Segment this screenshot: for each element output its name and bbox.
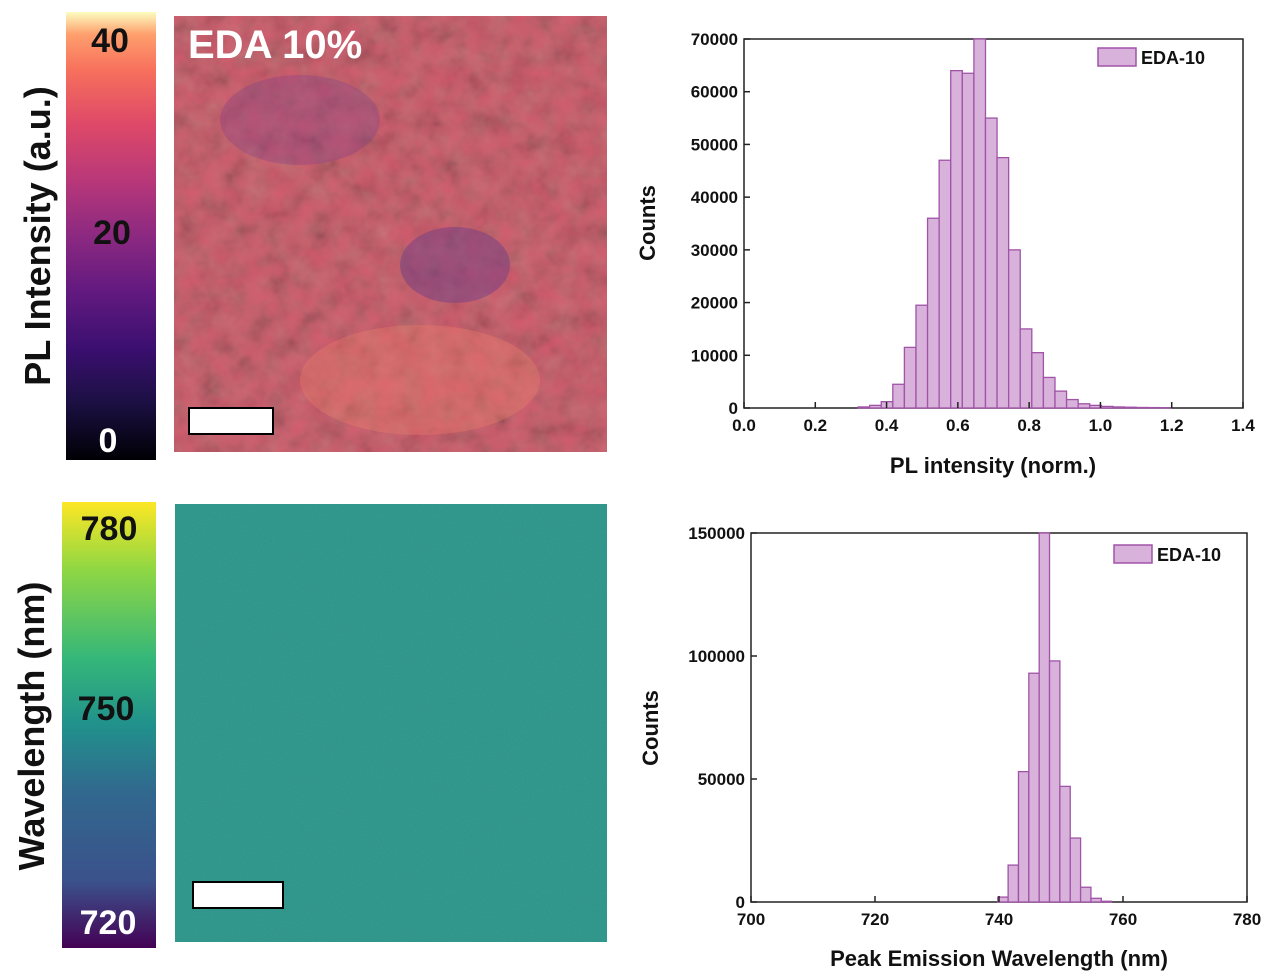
pl-histogram-xtick-label: 0.4: [875, 416, 899, 435]
wl-colorbar-gradient: [62, 502, 156, 948]
pl-histogram-ytick-label: 50000: [691, 135, 738, 154]
pl-histogram-ytick-label: 70000: [691, 30, 738, 49]
wl-map: [175, 504, 607, 942]
wl-histogram-frame: [750, 532, 1248, 903]
pl-histogram-bar: [1100, 405, 1114, 409]
wl-histogram-ytick-label: 0: [736, 893, 745, 912]
pl-histogram-bar: [926, 217, 940, 409]
pl-histogram-xtick-label: 1.0: [1089, 416, 1113, 435]
wl-histogram-ylabel: Counts: [638, 690, 663, 766]
pl-histogram-ytick-label: 30000: [691, 241, 738, 260]
wl-histogram-axes: 700 720 740 760 780 0 50000 100000 150000: [688, 524, 1261, 929]
pl-map-scale-bar: [188, 407, 274, 435]
pl-histogram-xtick-label: 1.4: [1231, 416, 1255, 435]
pl-map-texture: [174, 16, 607, 452]
wl-histogram-bar: [1100, 900, 1113, 903]
wl-histogram-bar: [1017, 770, 1030, 903]
pl-histogram-bar: [857, 406, 871, 409]
pl-map-title: EDA 10%: [188, 23, 362, 67]
pl-histogram-xtick-label: 1.2: [1160, 416, 1184, 435]
wl-histogram-xtick-label: 720: [861, 910, 889, 929]
wl-histogram-bar: [1059, 785, 1071, 903]
wl-histogram-bar: [1090, 897, 1102, 903]
wl-colorbar-tick-mid: 750: [78, 690, 135, 728]
pl-histogram-ylabel: Counts: [635, 185, 660, 261]
pl-histogram-legend-label: EDA-10: [1141, 48, 1205, 68]
wl-colorbar-label: Wavelength (nm): [11, 582, 52, 871]
pl-map-bright-region: [300, 325, 540, 435]
pl-map-dark-region: [400, 227, 510, 303]
pl-colorbar-tick-mid: 20: [93, 214, 131, 252]
pl-histogram-xtick-label: 0.6: [946, 416, 970, 435]
wl-histogram-xtick-label: 780: [1233, 910, 1261, 929]
pl-histogram-ytick-label: 60000: [691, 83, 738, 102]
wl-colorbar-tick-bottom: 720: [80, 904, 137, 942]
pl-histogram-bar: [1135, 406, 1149, 409]
pl-histogram-bar: [1123, 406, 1137, 409]
wl-map-scale-bar: [192, 881, 284, 909]
wl-map-texture: [175, 504, 607, 942]
wl-histogram-bar: [1007, 864, 1020, 903]
wl-histogram-bars: [997, 532, 1113, 903]
pl-histogram-bars: [857, 38, 1172, 409]
wl-histogram: 700 720 740 760 780 0 50000 100000 150000 Peak E…: [638, 524, 1261, 971]
pl-histogram-bar: [973, 38, 987, 409]
wl-histogram-ytick-label: 100000: [688, 647, 745, 666]
pl-histogram-xtick-label: 0.0: [732, 416, 756, 435]
pl-histogram-bar: [1065, 398, 1079, 409]
pl-histogram-bar: [984, 117, 998, 409]
pl-histogram-ytick-label: 0: [729, 399, 738, 418]
pl-histogram-bar: [892, 383, 906, 409]
wl-histogram-legend-label: EDA-10: [1157, 545, 1221, 565]
pl-histogram-ytick-label: 40000: [691, 188, 738, 207]
pl-histogram-ytick-label: 20000: [691, 294, 738, 313]
pl-histogram-bar: [868, 404, 882, 409]
pl-map: EDA 10%: [174, 16, 607, 452]
pl-histogram-bar: [1042, 376, 1056, 409]
wl-histogram-legend: EDA-10: [1113, 544, 1221, 565]
pl-histogram: 0.0 0.2 0.4 0.6 0.8 1.0 1.2 1.4 0 10000 20000 30000…: [635, 30, 1255, 478]
pl-histogram-bar: [1089, 404, 1102, 409]
wl-histogram-bar: [1079, 886, 1092, 903]
wl-colorbar: 780 750 720 Wavelength (nm): [11, 502, 156, 948]
wl-histogram-xtick-label: 740: [985, 910, 1013, 929]
wl-histogram-bar: [1028, 672, 1040, 903]
wl-histogram-legend-swatch: [1113, 544, 1153, 564]
pl-map-dark-region: [220, 75, 380, 165]
pl-histogram-xtick-label: 0.2: [803, 416, 827, 435]
pl-histogram-bar: [1112, 406, 1126, 409]
pl-histogram-bar: [938, 159, 952, 409]
wl-histogram-bar: [1048, 660, 1061, 903]
pl-histogram-bar: [996, 156, 1010, 409]
pl-histogram-xtick-label: 0.8: [1017, 416, 1041, 435]
wl-histogram-xtick-label: 760: [1109, 910, 1137, 929]
wl-histogram-xlabel: Peak Emission Wavelength (nm): [830, 946, 1168, 971]
pl-colorbar-tick-bottom: 0: [99, 422, 118, 460]
wl-histogram-bar: [1069, 837, 1082, 903]
pl-histogram-bar: [1008, 249, 1021, 409]
pl-histogram-bar: [961, 72, 975, 409]
pl-histogram-bar: [1077, 403, 1091, 409]
pl-histogram-ytick-label: 10000: [691, 346, 738, 365]
wl-histogram-bar: [1038, 532, 1051, 903]
pl-histogram-bar: [915, 304, 929, 409]
pl-histogram-axes: 0.0 0.2 0.4 0.6 0.8 1.0 1.2 1.4 0 10000 20000 30000…: [691, 30, 1256, 435]
pl-histogram-bar: [950, 69, 963, 409]
wl-histogram-ytick-label: 50000: [698, 770, 745, 789]
pl-colorbar-tick-top: 40: [91, 22, 129, 60]
wl-histogram-ytick-label: 150000: [688, 524, 745, 543]
pl-colorbar: 40 20 0 PL Intensity (a.u.): [17, 12, 156, 460]
pl-histogram-legend: EDA-10: [1097, 47, 1205, 68]
pl-histogram-bar: [1019, 328, 1033, 409]
pl-colorbar-label: PL Intensity (a.u.): [17, 86, 58, 385]
wl-histogram-xtick-label: 700: [737, 910, 765, 929]
pl-colorbar-gradient: [66, 12, 156, 460]
pl-histogram-legend-swatch: [1097, 47, 1137, 67]
wl-colorbar-tick-top: 780: [81, 510, 138, 548]
pl-histogram-bar: [903, 346, 917, 409]
pl-histogram-xlabel: PL intensity (norm.): [890, 453, 1096, 478]
pl-histogram-bar: [1054, 390, 1068, 409]
pl-histogram-bar: [1031, 351, 1045, 409]
